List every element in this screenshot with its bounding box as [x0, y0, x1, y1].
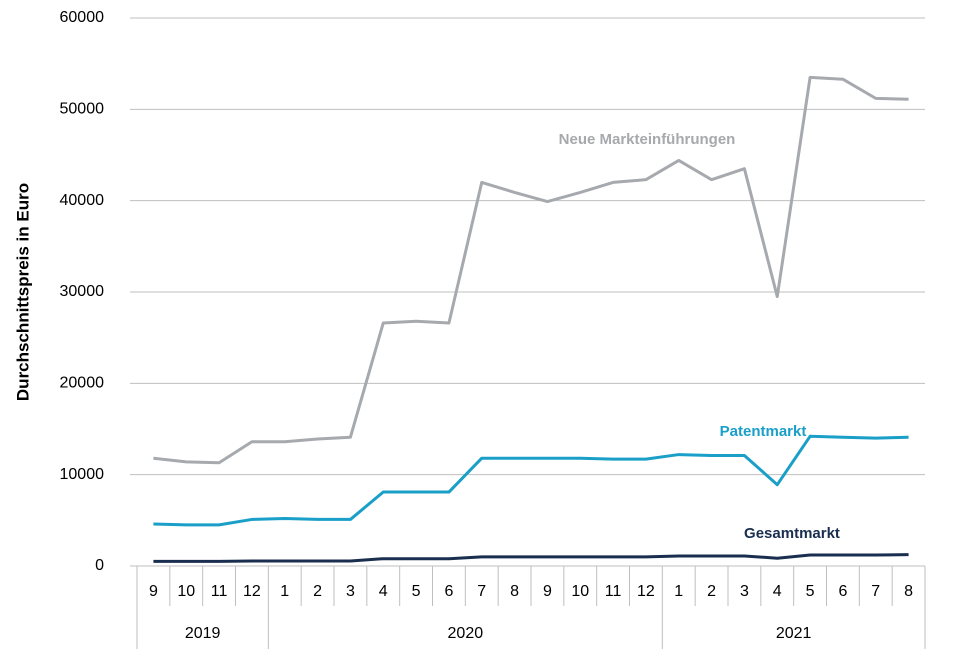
x-tick-label: 7	[477, 583, 486, 600]
x-tick-label: 11	[605, 583, 622, 600]
x-tick-label: 9	[149, 583, 158, 600]
x-tick-label: 8	[904, 583, 913, 600]
x-tick-label: 2	[707, 583, 716, 600]
series-label: Gesamtmarkt	[744, 525, 840, 542]
x-tick-label: 8	[510, 583, 519, 600]
x-tick-label: 9	[543, 583, 552, 600]
x-group-label: 2019	[185, 625, 221, 642]
series-line	[153, 75, 909, 465]
x-group-label: 2021	[776, 625, 812, 642]
x-group-label: 2020	[448, 625, 484, 642]
series-line	[153, 434, 909, 527]
y-tick-label: 10000	[60, 466, 105, 483]
y-tick-label: 50000	[60, 101, 105, 118]
x-tick-label: 11	[211, 583, 228, 600]
y-tick-label: 20000	[60, 375, 105, 392]
x-tick-label: 4	[773, 583, 782, 600]
y-tick-label: 40000	[60, 192, 105, 209]
series-label: Neue Markteinführungen	[559, 131, 736, 148]
x-tick-label: 3	[346, 583, 355, 600]
x-tick-label: 12	[243, 583, 261, 600]
x-tick-label: 6	[444, 583, 453, 600]
x-tick-label: 4	[379, 583, 388, 600]
x-tick-label: 1	[280, 583, 289, 600]
y-axis-label: Durchschnittspreis in Euro	[13, 183, 32, 401]
x-tick-label: 10	[571, 583, 589, 600]
x-tick-label: 5	[412, 583, 421, 600]
x-tick-label: 5	[806, 583, 815, 600]
y-tick-label: 30000	[60, 283, 105, 300]
y-tick-label: 0	[95, 557, 104, 574]
series-line	[153, 553, 909, 563]
y-tick-label: 60000	[60, 9, 105, 26]
x-tick-label: 2	[313, 583, 322, 600]
x-tick-label: 7	[871, 583, 880, 600]
x-tick-label: 3	[740, 583, 749, 600]
x-tick-label: 6	[838, 583, 847, 600]
series-label: Patentmarkt	[720, 423, 807, 440]
x-tick-label: 12	[637, 583, 655, 600]
x-tick-label: 1	[674, 583, 683, 600]
x-tick-label: 10	[177, 583, 195, 600]
